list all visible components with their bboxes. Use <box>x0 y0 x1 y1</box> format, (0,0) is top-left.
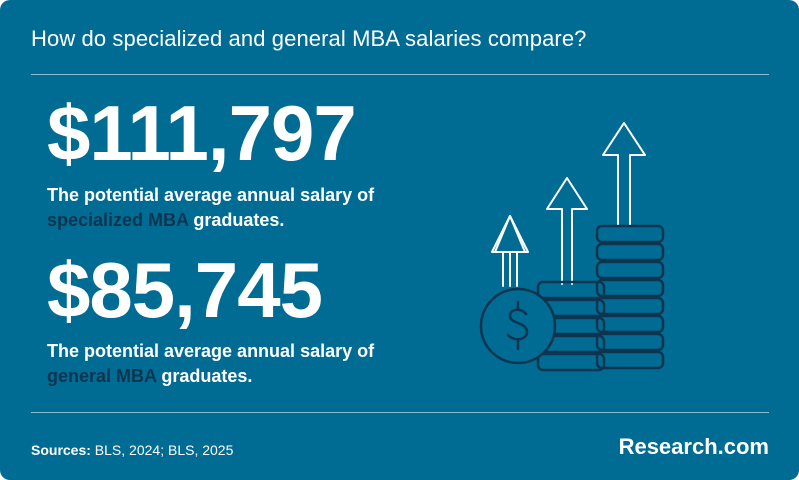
sources-label: Sources: <box>31 442 91 458</box>
general-description-suffix: graduates. <box>156 366 253 386</box>
specialized-description-suffix: graduates. <box>188 210 285 230</box>
tall-arrow-outline <box>602 122 646 227</box>
short-arrow-outline <box>491 215 529 287</box>
general-salary-description: The potential average annual salary of g… <box>47 339 374 389</box>
medium-arrow-outline <box>546 177 588 285</box>
dollar-coin-icon <box>479 287 557 365</box>
general-mba-highlight: general MBA <box>47 366 157 386</box>
specialized-salary-value: $111,797 <box>47 89 357 177</box>
top-divider <box>31 74 769 75</box>
general-description-line2: general MBA graduates. <box>47 364 374 389</box>
specialized-mba-highlight: specialized MBA <box>47 210 189 230</box>
general-salary-value: $85,745 <box>47 246 323 334</box>
brand-logo: Research.com <box>618 434 769 459</box>
coin-stacks-with-rising-arrows-icon <box>479 122 665 372</box>
specialized-description-line2: specialized MBA graduates. <box>47 208 374 233</box>
page-title: How do specialized and general MBA salar… <box>31 26 587 51</box>
tall-coin-stack <box>595 224 665 370</box>
sources-note: Sources: BLS, 2024; BLS, 2025 <box>31 442 233 458</box>
general-description-line1: The potential average annual salary of <box>47 341 375 361</box>
sources-text: BLS, 2024; BLS, 2025 <box>90 442 234 458</box>
specialized-description-line1: The potential average annual salary of <box>47 185 375 205</box>
bottom-divider <box>31 412 769 413</box>
specialized-salary-description: The potential average annual salary of s… <box>47 183 374 233</box>
